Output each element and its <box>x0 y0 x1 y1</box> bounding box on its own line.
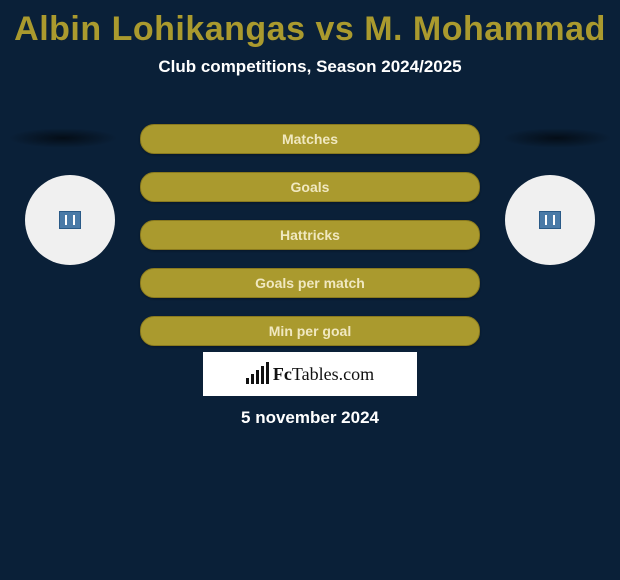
bar-min-per-goal: Min per goal <box>140 316 480 346</box>
avatar-shadow-left <box>8 128 118 148</box>
avatar-shadow-right <box>502 128 612 148</box>
bar-label: Goals per match <box>255 275 365 291</box>
bar-label: Hattricks <box>280 227 340 243</box>
avatar-left <box>25 175 115 265</box>
source-logo: FcTables.com <box>203 352 417 396</box>
page-subtitle: Club competitions, Season 2024/2025 <box>0 57 620 77</box>
bar-hattricks: Hattricks <box>140 220 480 250</box>
page-title: Albin Lohikangas vs M. Mohammad <box>0 0 620 49</box>
avatar-right <box>505 175 595 265</box>
placeholder-image-icon <box>539 211 561 229</box>
bar-chart-icon <box>246 364 269 384</box>
placeholder-image-icon <box>59 211 81 229</box>
bar-label: Min per goal <box>269 323 351 339</box>
bar-label: Matches <box>282 131 338 147</box>
logo-text: FcTables.com <box>273 364 374 385</box>
bar-goals: Goals <box>140 172 480 202</box>
comparison-bars: Matches Goals Hattricks Goals per match … <box>140 124 480 364</box>
bar-goals-per-match: Goals per match <box>140 268 480 298</box>
footer-date: 5 november 2024 <box>0 408 620 428</box>
bar-label: Goals <box>291 179 330 195</box>
bar-matches: Matches <box>140 124 480 154</box>
